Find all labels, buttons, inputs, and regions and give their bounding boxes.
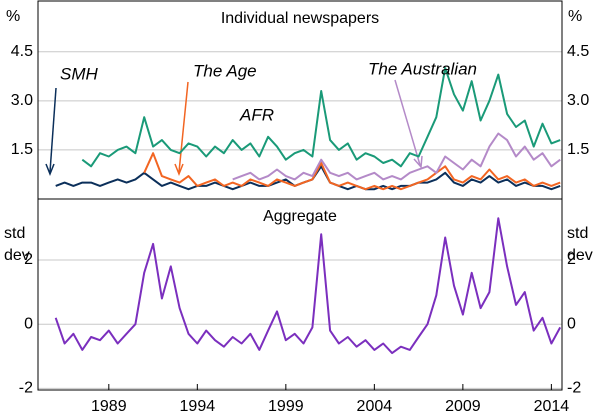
panel-title: Individual newspapers [221, 10, 379, 27]
y-unit-right: std [567, 225, 588, 242]
x-tick-label: 2009 [445, 398, 481, 415]
arrow-head [413, 155, 423, 169]
y-unit-right: dev [567, 247, 593, 264]
series-line [143, 152, 561, 191]
y-tick-label-right: 4.5 [567, 43, 589, 60]
arrow [178, 81, 189, 173]
arrow [394, 79, 421, 166]
series-label: The Australian [368, 59, 477, 78]
series-label: The Age [193, 61, 257, 80]
y-tick-label: 2 [24, 251, 33, 268]
panel-title: Aggregate [263, 208, 337, 225]
series-label: AFR [239, 105, 274, 124]
frame [37, 0, 563, 391]
y-unit-right: % [568, 8, 582, 25]
series-line [55, 165, 561, 191]
y-tick-label-right: 2 [567, 251, 576, 268]
x-tick-label: 1999 [268, 398, 304, 415]
x-tick-label: 2014 [534, 398, 570, 415]
y-tick-label: -2 [19, 380, 33, 397]
y-tick-label-right: 3.0 [567, 92, 589, 109]
x-tick-label: 2004 [357, 398, 393, 415]
series-line [81, 67, 561, 168]
x-tick-label: 1989 [91, 398, 127, 415]
arrow-head [174, 163, 184, 177]
y-tick-label: 4.5 [11, 43, 33, 60]
series-label: SMH [60, 64, 99, 83]
y-tick-label-right: -2 [567, 380, 581, 397]
y-unit: % [6, 8, 20, 25]
y-tick-label: 3.0 [11, 92, 33, 109]
y-tick-label: 1.5 [11, 141, 33, 158]
y-tick-label-right: 1.5 [567, 141, 589, 158]
arrow-head [45, 163, 55, 177]
arrow [49, 87, 57, 173]
y-tick-label: 0 [24, 315, 33, 332]
y-unit: dev [4, 247, 30, 264]
x-tick-label: 1994 [180, 398, 216, 415]
series-line [232, 132, 561, 181]
y-unit: std [4, 225, 25, 242]
series-line [54, 217, 562, 355]
y-tick-label-right: 0 [567, 315, 576, 332]
